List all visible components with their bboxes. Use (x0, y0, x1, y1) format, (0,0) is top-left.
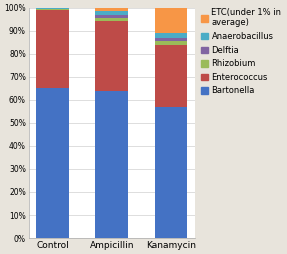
Bar (95, 8, 128, 11)
Bar (155, 33, 187, 38)
Bar (95, 18, 128, 22)
Bar (155, 38, 187, 41)
Bar (155, 107, 187, 238)
Legend: ETC(under 1% in
average), Anaerobacillus, Delftia, Rhizobium, Enterococcus, Bart: ETC(under 1% in average), Anaerobacillus… (201, 7, 282, 96)
Bar (95, 91, 128, 238)
Bar (95, 11, 128, 14)
Bar (36, 88, 69, 238)
Bar (155, 44, 187, 107)
Bar (36, 10, 69, 88)
Bar (155, 41, 187, 44)
Bar (36, 9, 69, 10)
Bar (95, 14, 128, 18)
Bar (95, 22, 128, 91)
Bar (36, 8, 69, 9)
Bar (155, 8, 187, 33)
